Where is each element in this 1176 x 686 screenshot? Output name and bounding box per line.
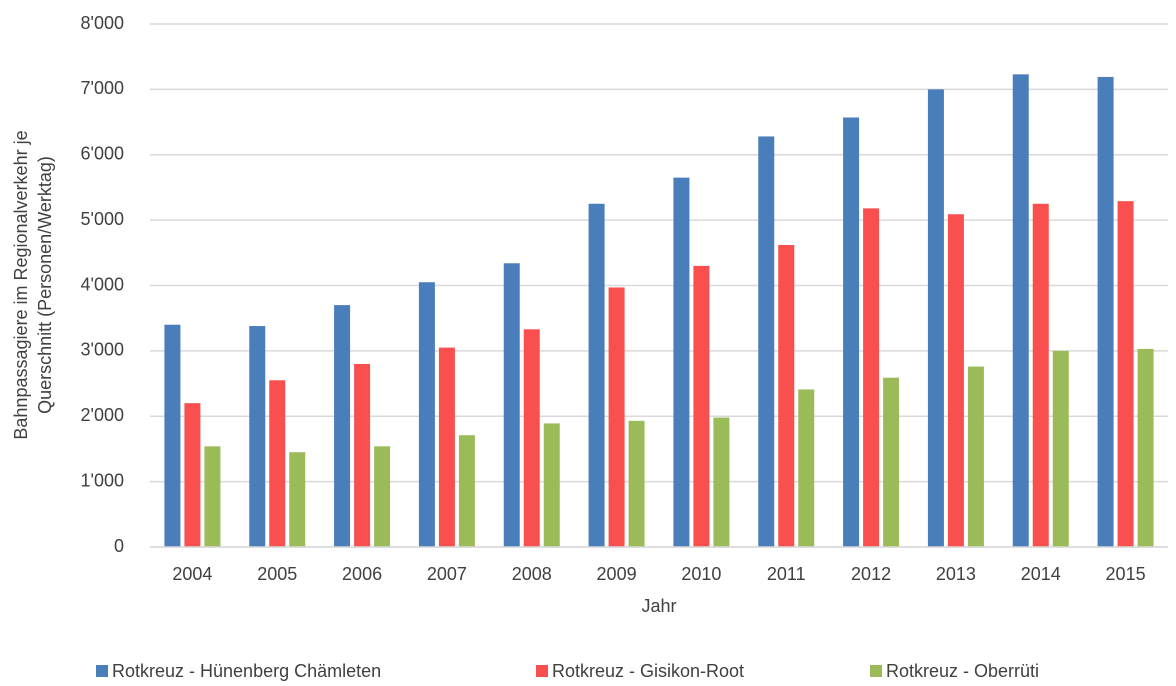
bar xyxy=(204,446,221,547)
bar xyxy=(184,403,201,547)
bar xyxy=(334,305,351,547)
x-tick-label: 2015 xyxy=(1106,564,1146,584)
bar xyxy=(354,363,371,547)
y-axis-title: Querschnitt (Personen/Werktag) xyxy=(35,156,55,414)
bar xyxy=(778,244,795,547)
bar xyxy=(927,89,944,547)
legend-swatch xyxy=(870,665,882,677)
y-tick-label: 2'000 xyxy=(81,405,124,425)
y-tick-label: 6'000 xyxy=(81,144,124,164)
x-tick-label: 2005 xyxy=(257,564,297,584)
bar xyxy=(758,136,775,547)
bar xyxy=(1052,350,1069,547)
y-tick-label: 8'000 xyxy=(81,13,124,33)
y-tick-label: 0 xyxy=(114,536,124,556)
bar xyxy=(628,420,645,547)
x-tick-label: 2012 xyxy=(851,564,891,584)
bar xyxy=(693,265,710,547)
bar xyxy=(289,452,306,547)
bar xyxy=(1137,348,1154,547)
x-tick-label: 2009 xyxy=(597,564,637,584)
legend-swatch xyxy=(96,665,108,677)
bar xyxy=(543,423,560,547)
bar xyxy=(418,282,435,547)
x-tick-label: 2010 xyxy=(681,564,721,584)
x-tick-label: 2008 xyxy=(512,564,552,584)
bar xyxy=(588,203,605,547)
legend-label: Rotkreuz - Hünenberg Chämleten xyxy=(112,661,381,681)
legend-label: Rotkreuz - Oberrüti xyxy=(886,661,1039,681)
bar xyxy=(863,208,880,548)
y-tick-label: 4'000 xyxy=(81,274,124,294)
bar xyxy=(1012,74,1029,548)
bar xyxy=(1117,201,1134,547)
y-tick-label: 7'000 xyxy=(81,78,124,98)
x-tick-label: 2004 xyxy=(172,564,212,584)
bar xyxy=(713,417,730,547)
bar xyxy=(523,329,540,547)
legend-swatch xyxy=(536,665,548,677)
bar xyxy=(1097,76,1114,548)
bar xyxy=(458,435,475,547)
x-tick-label: 2006 xyxy=(342,564,382,584)
bar xyxy=(883,377,900,547)
bar xyxy=(503,263,520,547)
bar xyxy=(608,287,625,547)
x-tick-label: 2014 xyxy=(1021,564,1061,584)
bar xyxy=(843,117,860,547)
bar xyxy=(374,446,391,547)
x-axis-title: Jahr xyxy=(641,596,676,616)
bar xyxy=(673,177,690,547)
bar xyxy=(967,366,984,547)
bar xyxy=(438,347,455,547)
bar xyxy=(164,324,181,547)
x-tick-label: 2011 xyxy=(767,564,806,584)
bar xyxy=(1032,203,1049,547)
bar xyxy=(269,380,286,547)
bar xyxy=(798,389,815,547)
bar xyxy=(249,326,266,547)
y-axis-title: Bahnpassagiere im Regionalverkehr je xyxy=(11,130,31,439)
y-tick-label: 3'000 xyxy=(81,340,124,360)
x-tick-label: 2013 xyxy=(936,564,976,584)
x-tick-label: 2007 xyxy=(427,564,467,584)
legend-label: Rotkreuz - Gisikon-Root xyxy=(552,661,744,681)
y-tick-label: 1'000 xyxy=(81,470,124,490)
y-tick-label: 5'000 xyxy=(81,209,124,229)
bar xyxy=(947,214,964,547)
